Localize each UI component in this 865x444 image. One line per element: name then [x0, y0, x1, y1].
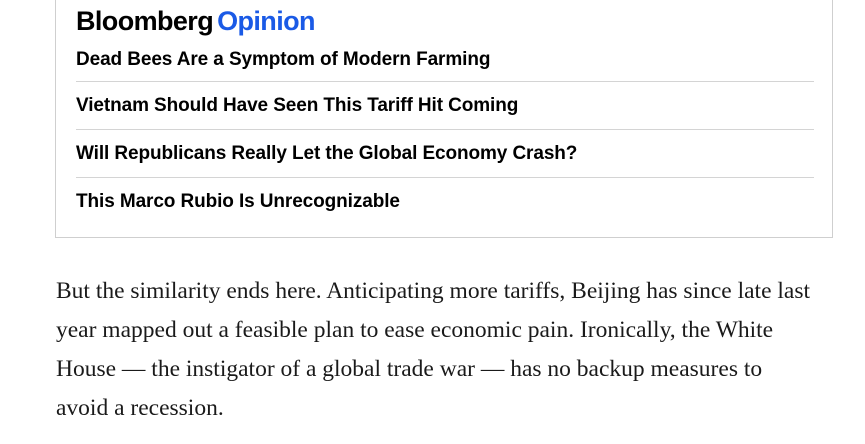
- headline-item: Vietnam Should Have Seen This Tariff Hit…: [76, 82, 814, 130]
- article-paragraph: But the similarity ends here. Anticipati…: [56, 278, 811, 421]
- brand-name: Bloomberg: [76, 6, 214, 36]
- bloomberg-opinion-box: Bloomberg Opinion Dead Bees Are a Symptom…: [55, 0, 833, 238]
- bloomberg-opinion-logo[interactable]: Bloomberg Opinion: [76, 4, 315, 38]
- headline-item: Will Republicans Really Let the Global E…: [76, 130, 814, 178]
- headline-item: Dead Bees Are a Symptom of Modern Farmin…: [76, 42, 814, 82]
- headline-link[interactable]: Vietnam Should Have Seen This Tariff Hit…: [76, 94, 519, 116]
- headline-link[interactable]: Dead Bees Are a Symptom of Modern Farmin…: [76, 49, 491, 70]
- headline-link[interactable]: Will Republicans Really Let the Global E…: [76, 142, 578, 164]
- headline-list: Dead Bees Are a Symptom of Modern Farmin…: [76, 42, 814, 226]
- headline-item: This Marco Rubio Is Unrecognizable: [76, 178, 814, 226]
- headline-link[interactable]: This Marco Rubio Is Unrecognizable: [76, 191, 400, 212]
- brand-section: Opinion: [217, 6, 315, 36]
